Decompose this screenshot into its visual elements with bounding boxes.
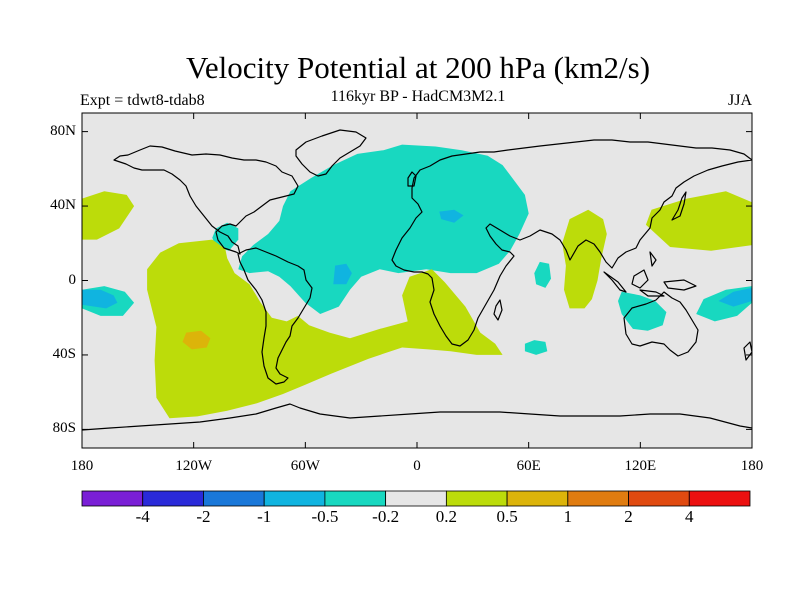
coastline-south-america	[237, 247, 313, 385]
colorbar-swatch	[203, 490, 265, 507]
coastline-maritime-continent	[603, 251, 697, 297]
colorbar-swatch	[385, 490, 447, 507]
contour-region-1-1	[718, 287, 752, 307]
contour-region-1-0	[82, 289, 118, 309]
colorbar-label: -0.5	[311, 507, 339, 526]
coastline-great-britain	[407, 171, 417, 187]
coastline-layer	[82, 129, 752, 431]
colorbar-swatch	[628, 490, 690, 507]
coastline-north-america	[113, 145, 299, 255]
coastline-new-zealand	[743, 341, 752, 361]
x-tick-label: 0	[413, 458, 421, 474]
map-title: Velocity Potential at 200 hPa (km2/s)	[185, 50, 651, 85]
colorbar-swatch	[567, 490, 629, 507]
contour-field-layer	[82, 144, 752, 419]
colorbar-swatch	[688, 490, 751, 507]
colorbar-swatch	[506, 490, 569, 507]
coastline-japan	[671, 191, 687, 221]
coastline-australia	[623, 291, 699, 357]
x-tick-label: 60W	[290, 458, 320, 474]
colorbar-label: -2	[196, 507, 211, 526]
y-tick-label: 40S	[52, 345, 76, 362]
contour-region-0-4	[618, 291, 667, 331]
x-tick-label: 120E	[624, 458, 657, 474]
y-tick-label: 0	[68, 271, 77, 288]
colorbar-swatch	[81, 490, 144, 507]
colorbar-swatch	[263, 490, 326, 507]
colorbar-swatch	[324, 490, 387, 507]
coastline-antarctica	[82, 403, 752, 431]
colorbar-label: 0.2	[435, 507, 457, 526]
colorbar-label: -1	[257, 507, 272, 526]
coastline-madagascar	[493, 299, 503, 321]
x-tick-label: 120W	[175, 458, 212, 474]
axis-ticks	[81, 113, 753, 448]
contour-region-2-0	[82, 191, 135, 240]
colorbar-label: -4	[135, 507, 150, 526]
contour-region-2-2	[147, 239, 503, 419]
coastline-greenland	[295, 129, 367, 177]
contour-region-3-0	[182, 330, 211, 350]
x-tick-label: 180	[70, 458, 94, 474]
y-tick-label: 40N	[50, 197, 76, 214]
contour-region-0-6	[534, 261, 551, 288]
contour-region-1-2	[333, 263, 352, 285]
contour-region-1-3	[439, 209, 464, 223]
x-tick-label: 180	[740, 458, 764, 474]
y-tick-label: 80S	[52, 420, 76, 437]
contour-region-0-0	[238, 144, 529, 314]
experiment-label: Expt = tdwt8-tdab8	[80, 92, 205, 109]
colorbar-label: 0.5	[496, 507, 518, 526]
contour-region-2-3	[562, 209, 607, 309]
season-label: JJA	[727, 92, 752, 109]
y-tick-label: 80N	[50, 122, 76, 139]
colorbar-label: 1	[563, 507, 573, 526]
contour-region-2-1	[645, 191, 752, 251]
contour-region-0-5	[524, 340, 548, 355]
colorbar-swatch	[142, 490, 204, 507]
map-subtitle: 116kyr BP - HadCM3M2.1	[330, 88, 506, 105]
colorbar-label: 4	[685, 507, 694, 526]
colorbar-label: -0.2	[372, 507, 400, 526]
x-tick-label: 60E	[516, 458, 541, 474]
coastline-eurasia-africa	[391, 139, 752, 347]
colorbar-swatch	[445, 490, 508, 507]
colorbar	[81, 490, 751, 507]
colorbar-label: 2	[624, 507, 633, 526]
